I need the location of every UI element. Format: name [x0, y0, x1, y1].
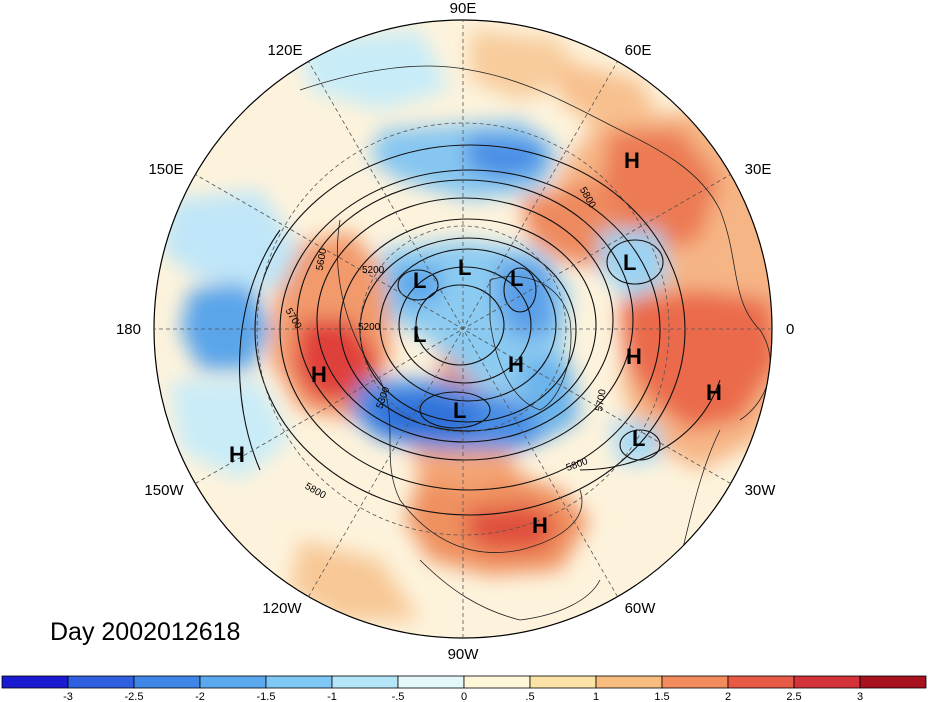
anomaly-field — [154, 20, 772, 638]
colorbar-swatch — [463, 675, 531, 689]
lon-label-30w: 30W — [745, 482, 777, 499]
colorbar-swatch — [1, 675, 69, 689]
contour-low-canada — [419, 391, 491, 429]
colorbar-swatch — [859, 675, 927, 689]
contour-5000 — [415, 284, 505, 366]
anomaly-negative-siberia-core — [465, 135, 545, 180]
anomaly-negative-pacific-south — [170, 380, 290, 480]
high-pressure-marker: H — [311, 362, 327, 387]
colorbar-swatch — [133, 675, 201, 689]
anomaly-positive-europe-core — [600, 130, 720, 250]
contour-5800-outer-west — [239, 229, 281, 471]
colorbar-tick-label: 2.5 — [786, 691, 801, 702]
contour-5800 — [254, 144, 686, 516]
lon-label-180: 180 — [116, 321, 141, 338]
anomaly-negative-asia-light — [300, 30, 450, 110]
anomaly-positive-us — [410, 440, 520, 490]
low-pressure-marker: L — [458, 255, 471, 280]
colorbar-swatch — [331, 675, 399, 689]
colorbar-swatch — [265, 675, 333, 689]
lon-label-120e: 120E — [267, 42, 302, 59]
graticule — [153, 19, 773, 639]
colorbar-swatch — [661, 675, 729, 689]
colorbar-tick-label: -2 — [195, 691, 205, 702]
lon-label-150e: 150E — [148, 161, 183, 178]
height-contours — [239, 144, 721, 516]
contour-low-europe — [606, 239, 664, 285]
colorbar-tick-label: 3 — [857, 691, 863, 702]
anomaly-positive-south — [290, 540, 420, 620]
anomaly-negative-eurasia — [600, 230, 670, 300]
coastline-eurasia — [299, 65, 771, 421]
contour-label: 5200 — [362, 265, 385, 276]
contour-label: 5200 — [358, 322, 381, 333]
high-pressure-marker: H — [706, 380, 722, 405]
lon-label-150w: 150W — [144, 482, 184, 499]
meridian-lines — [154, 20, 772, 638]
longitude-labels: 90E 60E 30E 0 30W 60W 90W 120W 150W 180 … — [116, 0, 794, 663]
contour-5600 — [296, 179, 634, 461]
colorbar-tick-label: .5 — [525, 691, 534, 702]
anomaly-positive-asia-south — [560, 60, 660, 130]
high-pressure-marker: H — [508, 352, 524, 377]
high-pressure-marker: H — [229, 442, 245, 467]
low-pressure-marker: L — [453, 398, 466, 423]
high-pressure-marker: H — [532, 513, 548, 538]
contour-5100 — [398, 266, 532, 384]
colorbar-swatch — [727, 675, 795, 689]
colorbar-swatch — [199, 675, 267, 689]
contour-5700 — [279, 169, 661, 491]
colorbar-tick-label: -2.5 — [125, 691, 144, 702]
colorbar-swatch — [595, 675, 663, 689]
lon-label-90e: 90E — [450, 0, 477, 17]
colorbar: -3 -2.5 -2 -1.5 -1 -.5 0 .5 1 1.5 2 2.5 3 — [1, 675, 927, 702]
contour-5400 — [339, 218, 597, 432]
colorbar-tick-label: -1 — [327, 691, 337, 702]
anomaly-positive-caribbean-core — [465, 505, 560, 550]
contour-5500 — [316, 197, 614, 443]
lon-label-90w: 90W — [448, 646, 480, 663]
colorbar-tick-label: 1 — [593, 691, 599, 702]
contour-5800-outer-east — [579, 379, 721, 471]
colorbar-tick-label: -3 — [63, 691, 73, 702]
anomaly-positive-asia-light — [470, 30, 580, 100]
colorbar-tick-label: 2 — [725, 691, 731, 702]
anomaly-negative-pacific-light — [160, 190, 300, 290]
low-pressure-marker: L — [413, 268, 426, 293]
colorbar-tick-label: -1.5 — [257, 691, 276, 702]
low-pressure-marker: L — [510, 266, 523, 291]
coastline-greenland — [489, 276, 572, 411]
colorbar-swatch — [67, 675, 135, 689]
colorbar-tick-label: -.5 — [392, 691, 405, 702]
meridian-line — [195, 174, 731, 484]
lon-label-60w: 60W — [625, 600, 657, 617]
coastline-north-america — [337, 219, 583, 553]
high-pressure-marker: H — [624, 148, 640, 173]
colorbar-tick-label: 1.5 — [654, 691, 669, 702]
lon-label-120w: 120W — [262, 600, 302, 617]
lon-label-60e: 60E — [625, 42, 652, 59]
pressure-centers: H H H H H H H L L L L L L L — [229, 148, 722, 538]
lon-label-0: 0 — [786, 321, 794, 338]
lon-label-30e: 30E — [745, 161, 772, 178]
low-pressure-marker: L — [413, 322, 426, 347]
colorbar-tick-label: 0 — [461, 691, 467, 702]
contour-label: 5700 — [594, 388, 609, 412]
colorbar-swatch — [397, 675, 465, 689]
contour-label: 5600 — [315, 247, 330, 271]
low-pressure-marker: L — [632, 426, 645, 451]
coastline-central-america — [419, 559, 601, 621]
colorbar-swatch — [529, 675, 597, 689]
low-pressure-marker: L — [623, 250, 636, 275]
contour-5200 — [379, 248, 557, 402]
contour-low-greenland — [503, 267, 537, 313]
colorbar-swatch — [793, 675, 861, 689]
anomaly-negative-hudson — [520, 360, 580, 440]
high-pressure-marker: H — [626, 344, 642, 369]
date-caption: Day 2002012618 — [50, 618, 241, 646]
